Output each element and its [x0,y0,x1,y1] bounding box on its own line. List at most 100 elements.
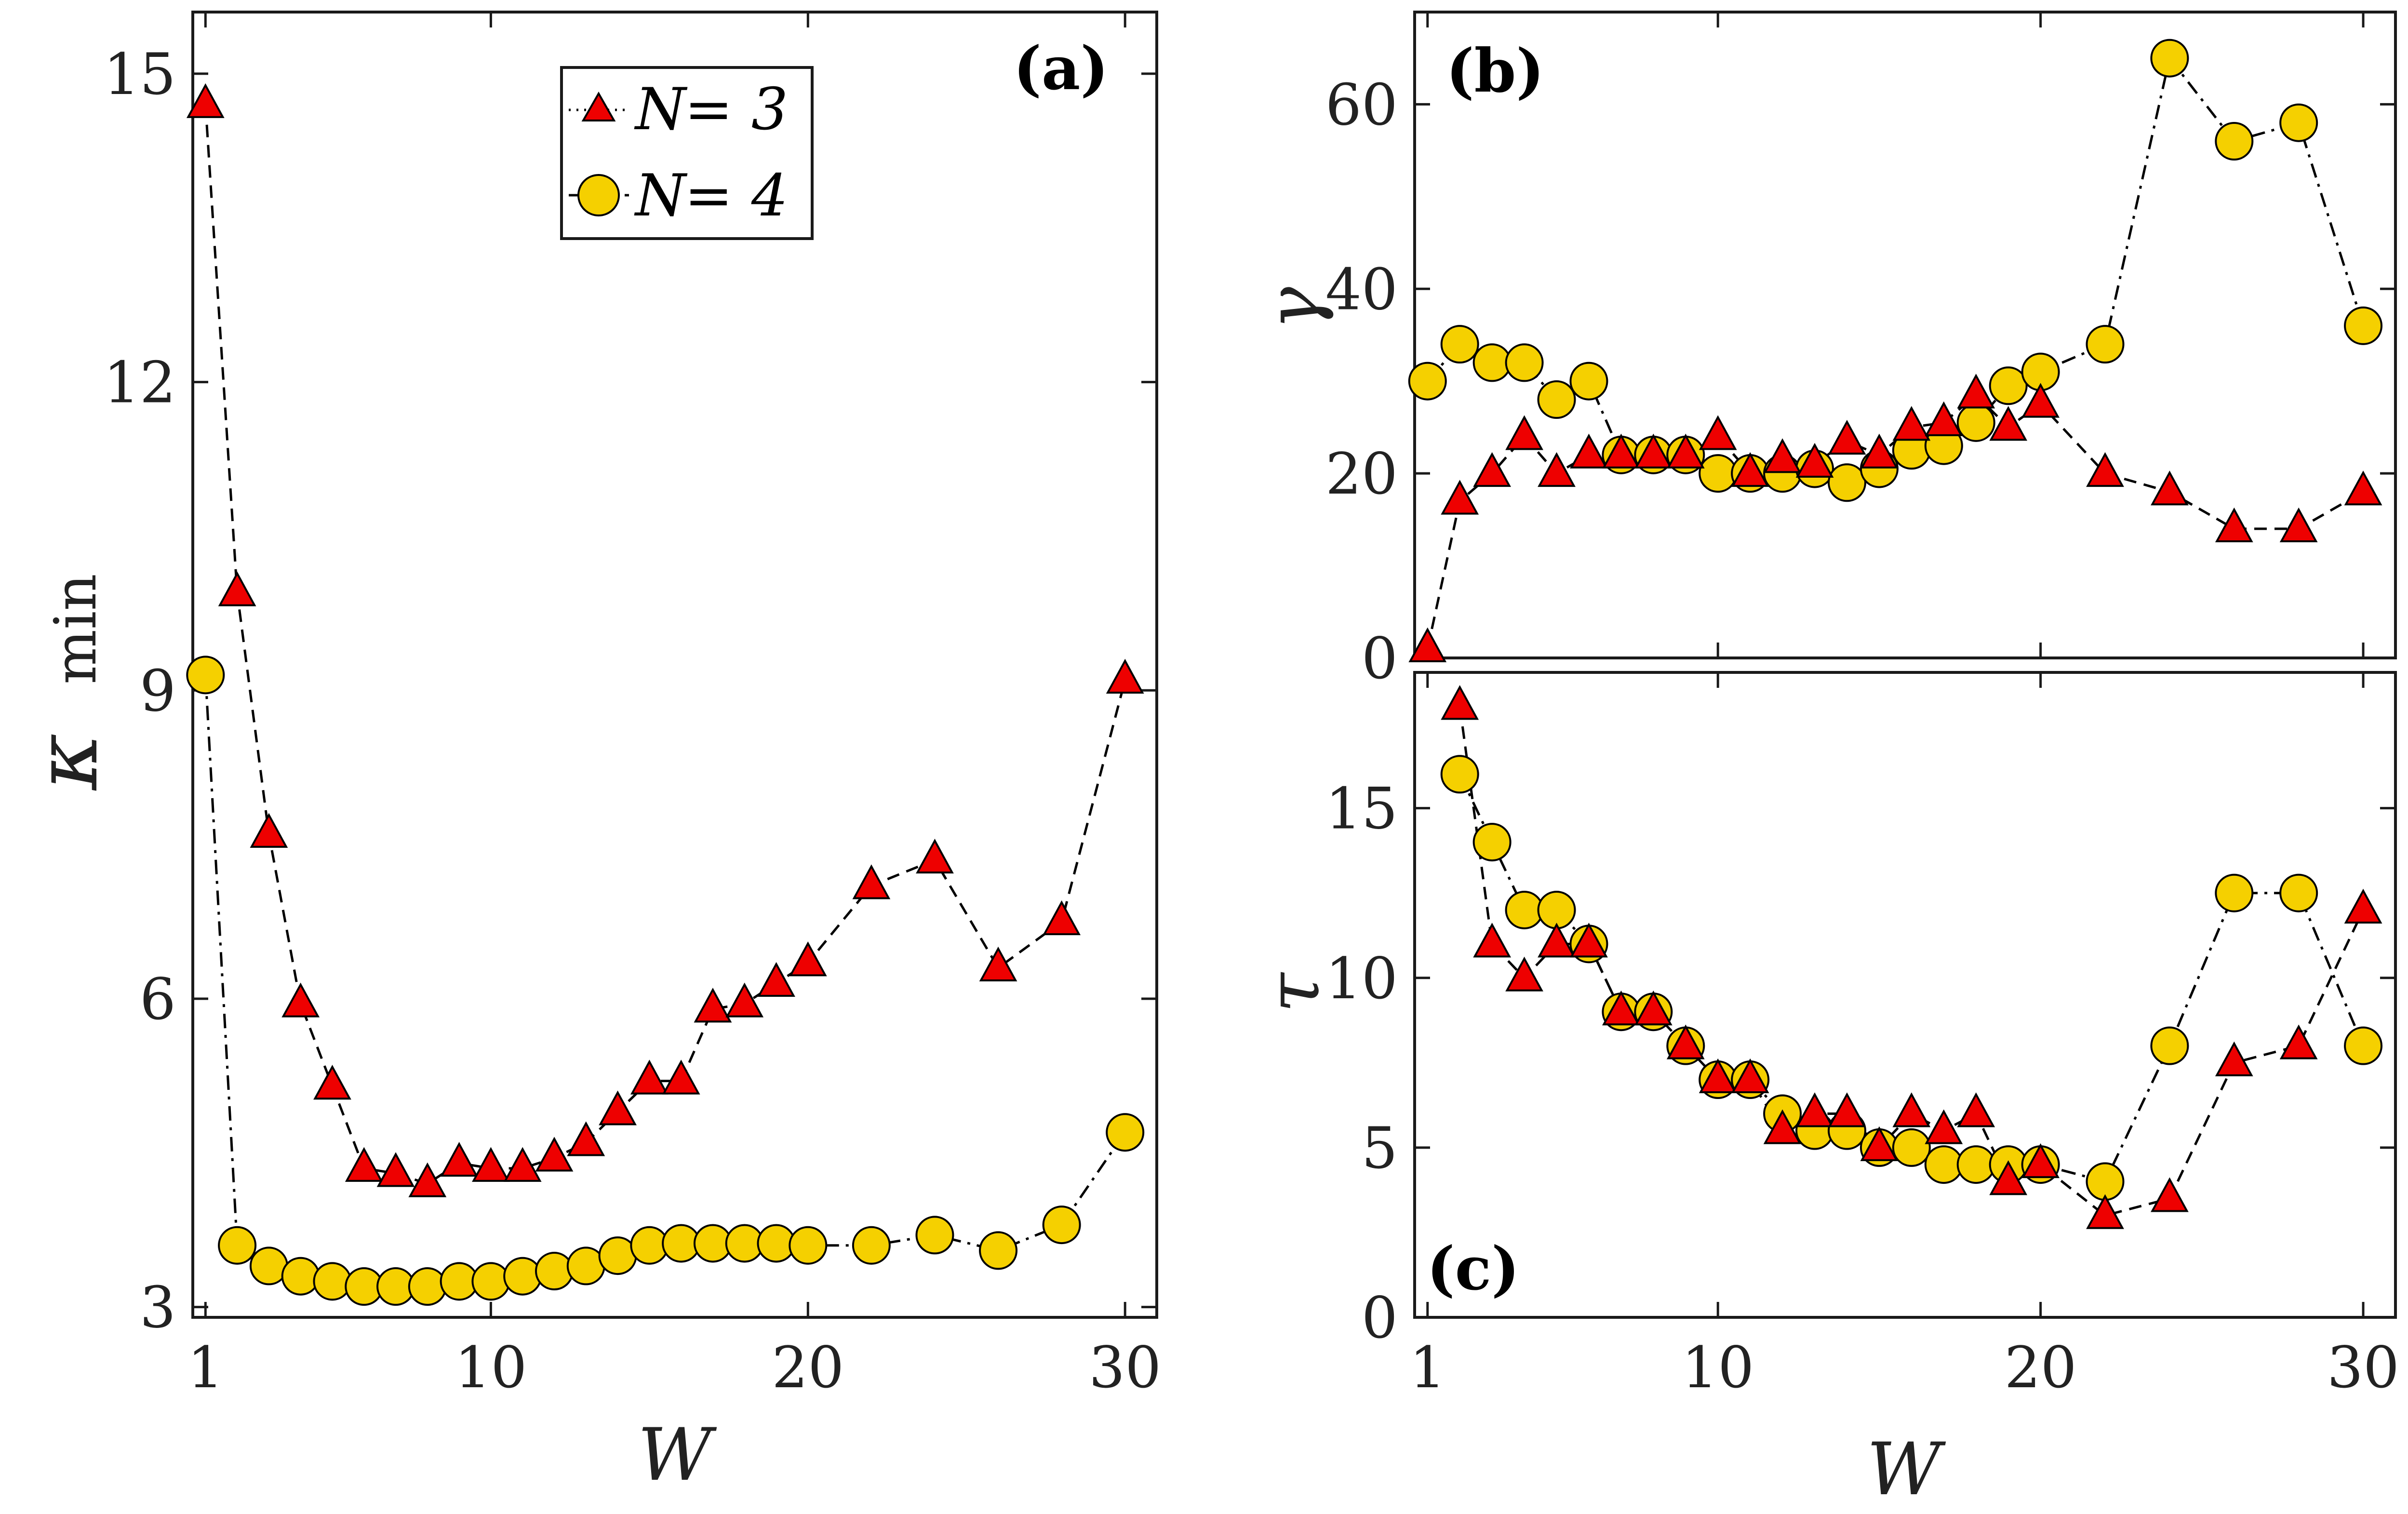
panel-a-point-triangle [376,1152,415,1187]
panel-b-point-circle [1956,403,1995,442]
panel-b-point-triangle [1763,438,1802,473]
panel-b-line-circle [1426,55,2365,484]
panel-a-point-triangle [694,988,732,1023]
panel-c-point-circle [1440,755,1479,794]
panel-a-point-triangle [250,813,288,848]
panel-b-point-circle [2086,325,2125,364]
panel-b-point-triangle [2279,507,2318,542]
panel-a-ytick-label: 15 [104,41,176,107]
panel-a-ylabel: κ [16,733,117,791]
panel-b: 0 20 40 60 γ (b) [1252,11,2397,692]
panel-c-ytick-label: 0 [1362,1285,1398,1351]
panel-b-point-triangle [1634,433,1672,469]
panel-c-point-triangle [1925,1109,1963,1144]
panel-b-point-triangle [1602,433,1640,469]
panel-a-point-circle [186,656,225,695]
panel-b-point-triangle [2086,452,2124,487]
panel-c-point-circle [2344,1026,2383,1065]
panel-c-point-triangle [1828,1092,1866,1127]
panel-a-point-triangle [630,1059,669,1095]
panel-b-point-circle [1472,343,1512,382]
legend-symbol-n4: N [634,162,688,229]
panel-a-point-triangle [345,1147,383,1182]
panel-a-point-triangle [313,1065,351,1100]
panel-b-point-circle [1699,454,1738,493]
panel-b-point-circle [1989,366,2028,405]
panel-c-point-triangle [1441,685,1479,720]
panel-b-frame [1413,11,2397,659]
panel-a-point-triangle [1043,900,1081,936]
panel-b-point-circle [1537,380,1576,419]
legend: N = 3 N = 4 [560,66,814,240]
panel-c-point-triangle [1538,923,1576,958]
panel-b-point-triangle [1989,406,2028,441]
panel-a-point-triangle [567,1121,605,1156]
panel-c-point-triangle [1505,956,1543,991]
panel-a-point-triangle [503,1147,542,1182]
panel-a-point-triangle [186,83,225,118]
panel-b-point-triangle [1892,406,1931,441]
panel-a-point-circle [915,1216,954,1255]
panel-b-point-triangle [1666,433,1705,469]
panel-a-point-circle [789,1226,828,1265]
panel-a-point-triangle [408,1162,447,1197]
panel-c-point-triangle [1731,1058,1769,1094]
panel-c-line-triangle [1458,706,2365,1217]
panel-c-point-triangle [2344,888,2382,924]
panel-b-point-circle [2150,39,2189,78]
panel-a-ytick-label: 9 [140,657,176,724]
panel-c-point-circle [1892,1128,1931,1167]
panel-a-xlabel: W [638,1413,717,1497]
panel-c-point-triangle [2021,1143,2060,1179]
panel-a-point-triangle [281,982,320,1018]
panel-a-xtick-label: 1 [187,1334,224,1401]
panel-c-point-triangle [1634,991,1672,1026]
panel-b-point-circle [1440,325,1479,364]
panel-a-point-triangle [472,1147,510,1182]
panel-c-point-triangle [1860,1126,1899,1161]
panel-c-ytick-label: 15 [1325,776,1398,842]
panel-c-point-triangle [1666,1024,1705,1059]
panel-a-xtick-label: 10 [455,1334,527,1401]
panel-c-point-circle [1924,1145,1963,1184]
panel-a-point-triangle [979,946,1017,982]
panel-c-point-triangle [2086,1194,2124,1229]
panel-b-point-triangle [1408,627,1447,662]
panel-a-label: (a) [1013,34,1109,104]
panel-c-ytick-label: 10 [1325,945,1398,1012]
panel-c-xtick-label: 20 [2005,1334,2077,1401]
panel-b-point-circle [2279,103,2318,142]
panel-a-point-circle [852,1226,891,1265]
panel-a-ytick-label: 6 [140,966,176,1032]
panel-c-point-circle [2150,1026,2189,1065]
panel-b-point-triangle [1731,452,1769,487]
panel-b-point-triangle [2344,470,2382,506]
panel-a-point-triangle [1106,658,1144,694]
panel-c-point-triangle [1602,991,1640,1026]
panel-c-point-triangle [2151,1177,2189,1212]
panel-c-point-triangle [1795,1092,1834,1127]
panel-a-point-circle [503,1257,542,1296]
panel-b-point-circle [1408,362,1447,401]
panel-b-ylabel: γ [1252,287,1336,330]
panel-b-ytick-label: 20 [1325,441,1398,507]
panel-c-point-circle [2279,873,2318,912]
panel-b-point-triangle [1441,480,1479,515]
panel-c-xtick-label: 10 [1682,1334,1754,1401]
panel-b-point-triangle [1538,452,1576,487]
panel-b-point-triangle [1473,452,1512,487]
panel-a-point-triangle [916,838,954,874]
panel-b-point-circle [1828,463,1867,502]
panel-b-point-triangle [1699,415,1737,450]
panel-c-ylabel: τ [1252,972,1336,1013]
panel-a-ytick-label: 12 [104,349,176,416]
panel-a-point-circle [218,1226,257,1265]
panel-b-point-triangle [1860,433,1899,469]
panel-a-point-circle [979,1231,1018,1270]
panel-a-point-triangle [852,864,891,899]
panel-c: 1 10 20 30 0 5 10 15 τ W (c) [1252,671,2399,1512]
legend-marker-n4 [577,174,620,216]
panel-b-point-circle [2215,122,2254,161]
panel-a-ylabel-subscript: min [42,574,109,684]
